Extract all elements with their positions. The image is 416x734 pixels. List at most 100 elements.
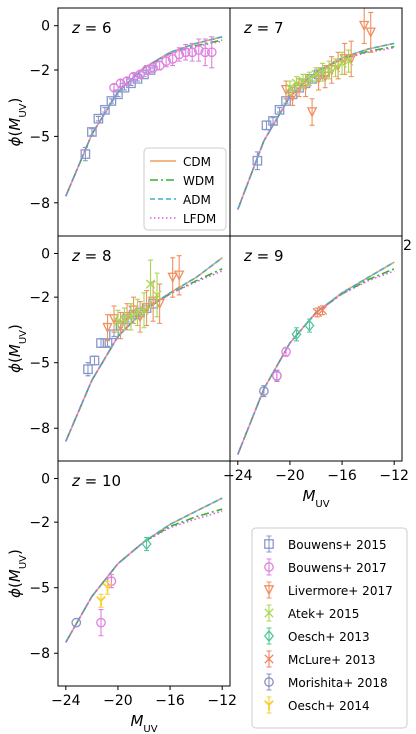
x-tick-label: −24	[223, 468, 253, 484]
error-bar	[157, 283, 163, 324]
error-bar	[102, 107, 108, 113]
series-bouwens-2017	[109, 36, 217, 93]
data-point	[287, 91, 298, 103]
legend-marker-mclure-2013	[264, 654, 274, 664]
data-point	[317, 305, 328, 315]
error-bar	[254, 151, 260, 171]
data-point	[71, 617, 82, 628]
axes-frame	[57, 460, 231, 687]
y-tick-label: 0	[41, 246, 50, 262]
y-tick-label: −5	[29, 356, 50, 372]
data-point	[83, 364, 93, 375]
stray-tick-label: 2	[403, 238, 412, 254]
legend-label: CDM	[183, 155, 211, 169]
data-point	[132, 307, 143, 318]
error-bar	[368, 11, 374, 53]
legend-marker-bouwens-2017	[264, 562, 274, 572]
panel-z-7: z = 7	[229, 7, 403, 237]
plot-area	[65, 255, 223, 442]
data-point	[109, 82, 119, 93]
x-tick-label: −12	[207, 693, 237, 709]
legend-marker-oesch-2014	[264, 700, 274, 711]
model-line-lfdm	[237, 270, 395, 455]
data-point	[312, 307, 322, 318]
series-livermore-2017	[280, 8, 376, 126]
y-axis-label: ϕ(MUV)	[6, 98, 29, 147]
model-line-cdm	[65, 497, 223, 643]
data-point	[96, 338, 106, 348]
model-line-wdm	[65, 508, 223, 643]
data-point	[304, 319, 315, 332]
series-mclure-2013	[312, 305, 328, 318]
y-tick-label: 0	[41, 471, 50, 487]
data-point	[343, 56, 354, 66]
y-tick-label: 0	[41, 19, 50, 35]
data-point	[113, 316, 123, 326]
data-point	[128, 71, 139, 82]
data-point	[152, 290, 162, 300]
series-bouwens-2015	[252, 67, 330, 171]
series-morishita-2018	[71, 617, 82, 628]
plot-area	[237, 8, 395, 210]
model-line-cdm	[237, 261, 395, 455]
data-point	[193, 45, 204, 55]
data-point	[281, 346, 291, 357]
series-atek-2015	[113, 259, 162, 333]
panel-label: z = 7	[243, 19, 284, 37]
x-tick-label: −12	[379, 468, 409, 484]
data-point	[272, 370, 282, 381]
series-oesch-2013	[141, 536, 152, 552]
y-tick-label: −2	[29, 515, 50, 531]
panel-label: z = 9	[243, 247, 284, 265]
model-line-lfdm	[65, 510, 223, 643]
data-point	[259, 386, 269, 396]
axes-frame	[229, 235, 403, 462]
data-point	[200, 47, 211, 58]
data-point	[187, 47, 198, 58]
model-line-cdm	[65, 257, 223, 442]
y-tick-label: −8	[29, 421, 50, 437]
data-point	[148, 62, 158, 73]
plot-area	[237, 261, 395, 455]
data-point	[119, 314, 130, 324]
error-bar	[277, 107, 283, 113]
x-axis-label: MUV	[302, 487, 329, 510]
error-bar	[91, 355, 97, 366]
data-point	[161, 56, 172, 66]
plot-area	[65, 36, 223, 197]
error-bar	[329, 56, 335, 84]
legend-marker-livermore-2017	[263, 585, 275, 596]
data-point	[337, 58, 347, 68]
panel-label: z = 8	[71, 247, 112, 265]
error-bar	[270, 117, 276, 125]
legend-errorbar	[266, 558, 272, 576]
x-tick-label: −20	[275, 468, 305, 484]
data-point	[358, 20, 370, 32]
legend-errorbar	[266, 673, 272, 691]
legend-errorbar	[266, 535, 272, 553]
data-point	[268, 116, 278, 126]
model-legend: CDM WDM ADM LFDM	[143, 147, 227, 231]
data-point	[174, 49, 185, 60]
error-bar	[274, 370, 280, 381]
data-point	[141, 65, 152, 75]
data-point	[291, 328, 302, 341]
legend-label: Livermore+ 2017	[288, 584, 393, 598]
data-point	[317, 67, 328, 77]
series-oesch-2014	[96, 580, 113, 608]
data-point	[252, 155, 263, 166]
legend-marker-morishita-2018	[264, 677, 274, 687]
error-bar	[189, 42, 195, 62]
error-bar	[170, 257, 176, 298]
data-point	[167, 272, 178, 284]
error-bar	[111, 331, 117, 338]
model-line-adm	[65, 497, 223, 643]
legend-label: LFDM	[183, 212, 216, 226]
legend-label: McLure+ 2013	[288, 653, 376, 667]
data-point	[139, 305, 149, 315]
data-point	[100, 104, 110, 115]
legend-label: Oesch+ 2013	[288, 630, 370, 644]
data-point	[96, 617, 106, 628]
data-point	[145, 279, 156, 289]
